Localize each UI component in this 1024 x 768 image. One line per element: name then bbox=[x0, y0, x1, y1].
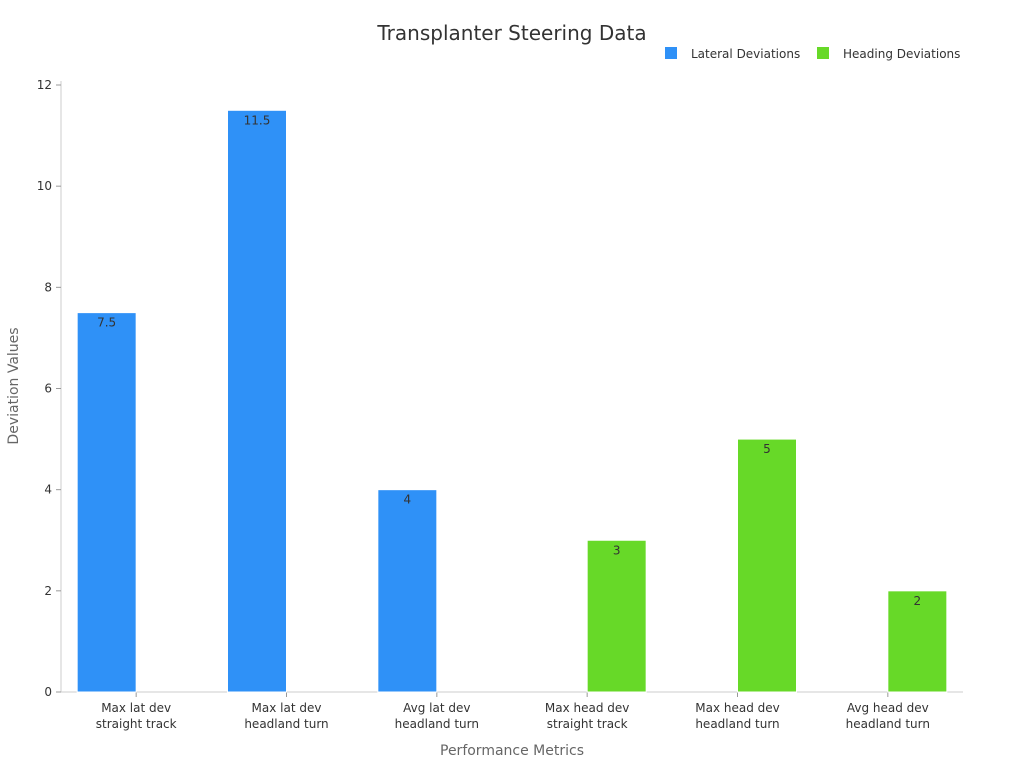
bars bbox=[76, 109, 948, 693]
bar-lateral-deviations[interactable] bbox=[76, 312, 137, 693]
x-tick-label-line: headland turn bbox=[395, 717, 479, 731]
chart-title: Transplanter Steering Data bbox=[376, 21, 646, 45]
legend-swatch bbox=[817, 47, 829, 59]
x-tick-label-line: Max lat dev bbox=[101, 701, 171, 715]
x-tick-label-line: Max lat dev bbox=[252, 701, 322, 715]
x-tick-label-line: headland turn bbox=[695, 717, 779, 731]
y-tick-label: 6 bbox=[44, 382, 52, 396]
x-tick-label: Max lat dev straight track bbox=[96, 701, 177, 731]
x-tick-label-line: Avg lat dev bbox=[403, 701, 470, 715]
legend-label: Heading Deviations bbox=[843, 47, 960, 61]
bar-lateral-deviations[interactable] bbox=[377, 489, 438, 693]
bar-heading-deviations[interactable] bbox=[586, 539, 647, 693]
x-tick-label-line: Max head dev bbox=[545, 701, 630, 715]
y-tick-label: 8 bbox=[44, 280, 52, 294]
data-labels: 7.5 11.5 4 3 5 2 bbox=[97, 113, 921, 608]
legend-swatch bbox=[665, 47, 677, 59]
y-axis-title: Deviation Values bbox=[6, 327, 22, 444]
x-tick-label: Max head dev headland turn bbox=[695, 701, 780, 731]
y-tick-label: 10 bbox=[37, 179, 52, 193]
legend-item-heading-deviations[interactable]: Heading Deviations bbox=[817, 47, 960, 61]
x-tick-label: Max lat dev headland turn bbox=[244, 701, 328, 731]
legend-label: Lateral Deviations bbox=[691, 47, 800, 61]
x-tick-label: Avg head dev headland turn bbox=[846, 701, 930, 731]
bar-heading-deviations[interactable] bbox=[737, 438, 797, 693]
bar-value-label: 4 bbox=[404, 493, 412, 507]
bar-lateral-deviations[interactable] bbox=[227, 109, 287, 693]
y-axis: 0 2 4 6 8 10 12 bbox=[37, 78, 62, 699]
x-tick-label-line: straight track bbox=[547, 717, 628, 731]
x-tick-label-line: straight track bbox=[96, 717, 177, 731]
legend-item-lateral-deviations[interactable]: Lateral Deviations bbox=[665, 47, 800, 61]
x-tick-label-line: Max head dev bbox=[695, 701, 780, 715]
y-tick-label: 12 bbox=[37, 78, 52, 92]
bar-value-label: 5 bbox=[763, 442, 771, 456]
bar-value-label: 2 bbox=[914, 594, 922, 608]
y-tick-label: 0 bbox=[44, 685, 52, 699]
x-axis: Max lat dev straight track Max lat dev head… bbox=[61, 691, 963, 731]
x-tick-label-line: headland turn bbox=[846, 717, 930, 731]
bar-value-label: 3 bbox=[613, 543, 621, 557]
x-tick-label-line: headland turn bbox=[244, 717, 328, 731]
x-axis-title: Performance Metrics bbox=[440, 743, 584, 759]
legend: Lateral Deviations Heading Deviations bbox=[665, 47, 960, 61]
x-tick-label-line: Avg head dev bbox=[847, 701, 929, 715]
y-tick-label: 4 bbox=[44, 483, 52, 497]
bar-value-label: 11.5 bbox=[244, 113, 271, 127]
bar-heading-deviations[interactable] bbox=[887, 590, 948, 693]
x-tick-label: Avg lat dev headland turn bbox=[395, 701, 479, 731]
x-tick-label: Max head dev straight track bbox=[545, 701, 630, 731]
bar-value-label: 7.5 bbox=[97, 316, 116, 330]
y-tick-label: 2 bbox=[44, 584, 52, 598]
